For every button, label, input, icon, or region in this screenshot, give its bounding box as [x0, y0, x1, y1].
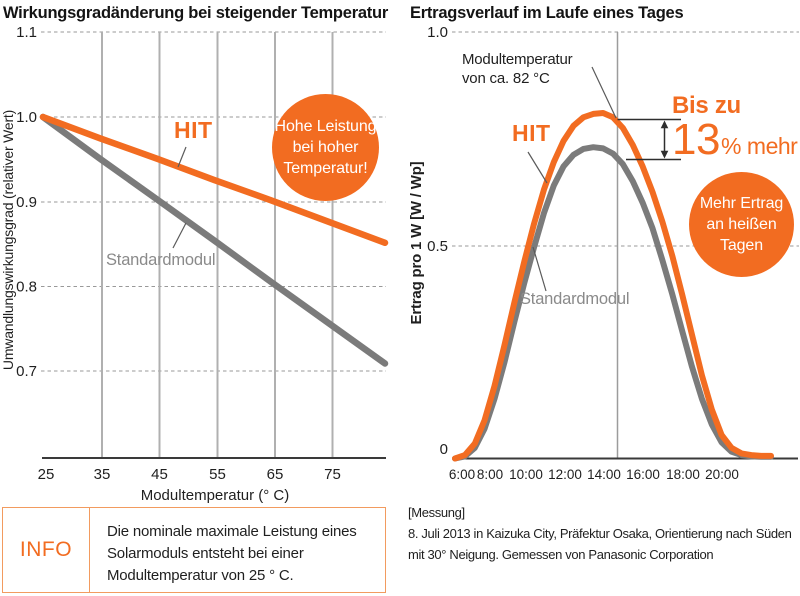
right-curves [452, 110, 774, 462]
temp-annotation-line: Modultemperatur [462, 51, 573, 68]
left-standard-series-label: Standardmodul [106, 251, 216, 269]
y-tick-label: 0.5 [427, 238, 448, 255]
gain-percent-sign: % [720, 133, 741, 160]
y-tick-label: 1.0 [16, 109, 37, 126]
measurement-source: [Messung] 8. Juli 2013 in Kaizuka City, … [408, 502, 792, 565]
left-curves [39, 113, 389, 367]
left-x-tick-labels: 25 35 45 55 65 75 [38, 466, 341, 483]
y-tick-label: 0 [440, 441, 448, 458]
y-tick-label: 1.0 [427, 24, 448, 41]
gain-measure-marks [617, 118, 681, 161]
x-tick-label: 16:00 [626, 467, 660, 482]
left-highlight-badge: Hohe Leistung bei hoher Temperatur! [272, 94, 379, 201]
info-box-text: Die nominale maximale Leistung eines Sol… [107, 523, 357, 585]
badge-text-line: Temperatur! [283, 160, 368, 178]
left-dashed-gridlines [41, 31, 386, 372]
standard-module-line [39, 113, 389, 367]
x-tick-label: 65 [267, 466, 284, 483]
x-tick-label: 35 [94, 466, 111, 483]
measurement-line: [Messung] [408, 505, 465, 520]
x-tick-label: 6:00 [449, 467, 475, 482]
right-hit-pointer-line [527, 151, 548, 184]
hit-curve [452, 110, 774, 462]
x-tick-label: 12:00 [548, 467, 582, 482]
measurement-line: 8. Juli 2013 in Kaizuka City, Präfektur … [408, 526, 792, 542]
left-x-axis-title: Modultemperatur (° C) [141, 487, 290, 504]
left-chart-plot: 1.1 1.0 0.9 0.8 0.7 25 35 45 55 65 75 Um… [0, 24, 389, 504]
right-x-tick-labels: 6:00 8:00 10:00 12:00 14:00 16:00 18:00 … [449, 467, 739, 482]
y-tick-label: 0.9 [16, 194, 37, 211]
gain-arrowheads [660, 120, 669, 159]
right-hit-series-label: HIT [512, 120, 551, 146]
info-box-label: INFO [3, 508, 90, 592]
x-tick-label: 14:00 [587, 467, 621, 482]
badge-text-line: Tagen [719, 237, 764, 255]
gain-callout: Bis zu 13 % mehr [672, 92, 798, 165]
badge-text-line: an heißen [706, 215, 777, 233]
x-tick-label: 8:00 [477, 467, 503, 482]
left-y-axis-title: Umwandlungswirkungsgrad (relativer Wert) [0, 110, 16, 370]
hit-line [39, 113, 389, 247]
left-y-tick-labels: 1.1 1.0 0.9 0.8 0.7 [16, 24, 37, 380]
right-standard-pointer-line [532, 246, 547, 292]
x-tick-label: 20:00 [705, 467, 739, 482]
x-tick-label: 45 [151, 466, 168, 483]
y-tick-label: 0.7 [16, 363, 37, 380]
gain-prefix: Bis zu [672, 92, 741, 119]
temp-annotation-line: von ca. 82 °C [462, 69, 550, 87]
right-y-tick-labels: 1.0 0.5 0 [427, 24, 448, 458]
right-highlight-badge: Mehr Ertrag an heißen Tagen [689, 172, 794, 277]
left-chart-title: Wirkungsgradänderung bei steigender Temp… [3, 4, 389, 22]
badge-text-line: Mehr Ertrag [699, 194, 784, 212]
right-y-axis-title: Ertrag pro 1 W [W / Wp] [408, 161, 425, 324]
info-box: INFO Die nominale maximale Leistung eine… [2, 507, 386, 593]
temp-annotation-pointer-line [591, 66, 617, 119]
standard-module-curve [452, 144, 774, 462]
left-standard-pointer-line [172, 222, 187, 249]
temp-annotation: Modultemperatur von ca. 82 °C [462, 51, 573, 89]
gain-word: mehr [746, 133, 798, 160]
y-tick-label: 1.1 [16, 24, 37, 41]
gain-value-row: 13 % mehr [672, 115, 798, 165]
badge-text-line: bei hoher [292, 138, 359, 156]
x-tick-label: 75 [324, 466, 341, 483]
gain-value: 13 [672, 115, 720, 165]
x-tick-label: 25 [38, 466, 55, 483]
x-tick-label: 18:00 [666, 467, 700, 482]
right-chart-title: Ertragsverlauf im Laufe eines Tages [410, 4, 684, 22]
y-tick-label: 0.8 [16, 279, 37, 296]
right-standard-series-label: Standardmodul [520, 290, 630, 308]
x-tick-label: 10:00 [509, 467, 543, 482]
measurement-line: mit 30° Neigung. Gemessen von Panasonic … [408, 547, 714, 563]
left-hit-series-label: HIT [174, 117, 213, 143]
badge-text-line: Hohe Leistung [274, 117, 377, 135]
left-hit-pointer-line [177, 146, 187, 168]
info-box-text-cell: Die nominale maximale Leistung eines Sol… [90, 508, 385, 592]
x-tick-label: 55 [209, 466, 226, 483]
